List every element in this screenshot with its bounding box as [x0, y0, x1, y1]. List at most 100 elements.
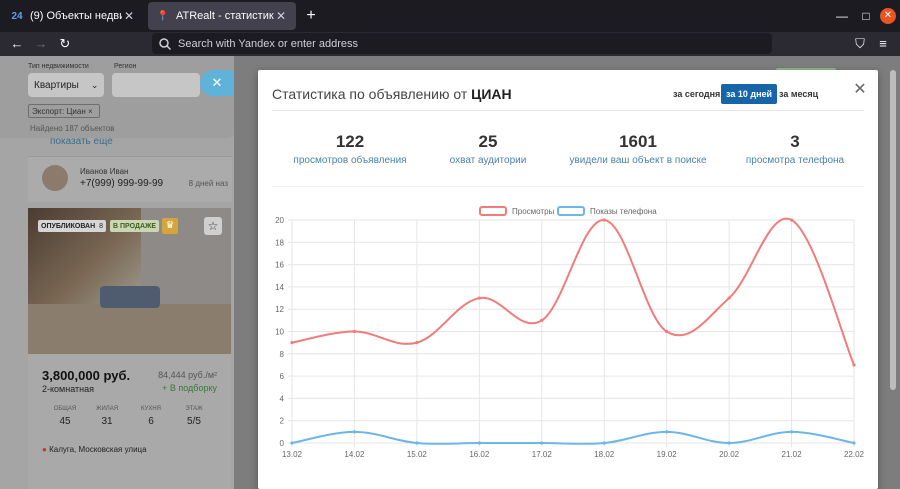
y-tick-label: 18	[275, 238, 284, 247]
y-tick-label: 6	[280, 372, 285, 381]
listing-specs: ОБЩАЯ 45 ЖИЛАЯ 31 КУХНЯ 6 ЭТАЖ 5/5	[28, 406, 231, 442]
modal-title-source: ЦИАН	[471, 86, 512, 102]
spec-label: ЭТАЖ	[185, 406, 203, 412]
tab-bar: 24 (9) Объекты недвижимо ✕ 📍 ATRealt - с…	[0, 0, 900, 32]
data-point	[415, 341, 419, 345]
listing-panel: Тип недвижимости Квартиры ⌄ Регион Экспо…	[0, 56, 234, 489]
stat-views: 122 просмотров объявления	[275, 132, 425, 166]
region-select[interactable]	[112, 73, 200, 97]
data-point	[602, 441, 606, 445]
stat-value: 3	[790, 132, 800, 151]
data-point	[352, 430, 357, 434]
close-icon[interactable]: ✕	[123, 9, 135, 23]
x-tick-label: 15.02	[407, 450, 428, 459]
x-tick-label: 21.02	[782, 450, 803, 459]
period-today-button[interactable]: за сегодня	[673, 89, 721, 99]
period-month-button[interactable]: за месяц	[779, 89, 819, 99]
data-point	[602, 218, 606, 222]
data-point	[540, 318, 544, 322]
data-point	[477, 296, 481, 300]
stat-value: 25	[478, 132, 498, 151]
x-tick-label: 18.02	[594, 450, 615, 459]
badge-published-label: ОПУБЛИКОВАН	[41, 222, 96, 230]
legend-label: Просмотры	[512, 207, 555, 216]
legend-swatch	[479, 206, 507, 216]
modal-title: Статистика по объявлению от ЦИАН	[272, 86, 512, 102]
agent-ago: 8 дней наз	[188, 179, 228, 188]
stats-line-chart: 0 2 4 6 8 10 12 14 16 18 20 13.02 14.02 15.02 16.02 17.…	[275, 206, 865, 459]
listing-photo[interactable]: ОПУБЛИКОВАН 8 В ПРОДАЖЕ ♛ ☆	[28, 208, 231, 354]
listing-price: 3,800,000 руб.	[42, 368, 131, 383]
listing-card[interactable]: ОПУБЛИКОВАН 8 В ПРОДАЖЕ ♛ ☆ 3,800,000 ру…	[28, 208, 231, 489]
x-tick-label: 20.02	[719, 450, 740, 459]
maximize-icon[interactable]: □	[862, 9, 870, 23]
y-tick-label: 2	[280, 417, 285, 426]
pocket-icon[interactable]: ⛉	[855, 36, 865, 51]
filter-chip[interactable]: Экспорт: Циан ×	[28, 104, 100, 118]
y-tick-label: 10	[275, 328, 284, 337]
filter-bar: Тип недвижимости Квартиры ⌄ Регион Экспо…	[0, 56, 234, 138]
close-icon[interactable]: ✕	[853, 81, 867, 98]
tab-title: ATRealt - статистика	[176, 10, 274, 22]
property-type-select[interactable]: Квартиры ⌄	[28, 73, 104, 97]
agent-card: Иванов Иван +7(999) 999-99-99 8 дней наз	[28, 156, 232, 202]
spec-value: 5/5	[187, 416, 201, 427]
period-10-days-button[interactable]: за 10 дней	[721, 84, 778, 104]
data-point	[852, 363, 856, 367]
listing-address-text: Калуга, Московская улица	[49, 445, 147, 454]
data-point	[789, 218, 794, 222]
minimize-icon[interactable]: —	[836, 9, 848, 23]
x-tick-label: 13.02	[282, 450, 303, 459]
x-tick-label: 16.02	[469, 450, 490, 459]
close-filter-button[interactable]: ✕	[200, 70, 234, 96]
favorite-star-icon[interactable]: ☆	[204, 217, 222, 235]
divider	[272, 110, 864, 111]
data-point	[352, 329, 357, 334]
add-to-selection-button[interactable]: + В подборку	[162, 383, 217, 393]
legend-swatch	[557, 206, 585, 216]
property-type-value: Квартиры	[34, 79, 79, 91]
close-icon: ✕	[211, 75, 223, 90]
scrollbar[interactable]	[890, 70, 896, 390]
close-icon[interactable]: ✕	[275, 9, 287, 23]
data-point	[727, 296, 731, 300]
avatar	[42, 165, 68, 191]
data-point	[665, 329, 669, 334]
tab-objects[interactable]: 24 (9) Объекты недвижимо ✕	[2, 2, 144, 30]
new-tab-button[interactable]: +	[306, 7, 316, 24]
series-line-1	[291, 430, 855, 445]
spec-label: ОБЩАЯ	[53, 406, 77, 412]
forward-icon[interactable]: →	[34, 36, 48, 51]
filter-type-label: Тип недвижимости	[28, 63, 89, 70]
y-tick-label: 14	[275, 283, 284, 292]
modal-title-prefix: Статистика по объявлению от	[272, 86, 468, 102]
search-icon	[159, 37, 172, 50]
filter-region-label: Регион	[114, 63, 137, 70]
data-point	[415, 441, 419, 445]
show-more-link[interactable]: показать еще	[50, 136, 113, 147]
back-icon[interactable]: ←	[10, 36, 24, 51]
legend-label: Показы телефона	[590, 207, 657, 216]
data-point	[290, 441, 294, 445]
y-tick-label: 8	[280, 350, 285, 359]
data-point	[290, 341, 294, 345]
window-close-icon[interactable]: ✕	[880, 8, 896, 24]
statistics-modal: Статистика по объявлению от ЦИАН за сего…	[258, 70, 878, 489]
tab-statistics[interactable]: 📍 ATRealt - статистика ✕	[148, 2, 296, 30]
data-point	[789, 430, 794, 434]
spec-label: КУХНЯ	[140, 406, 162, 412]
site-24-icon: 24	[11, 10, 23, 22]
menu-icon[interactable]: ≡	[879, 36, 887, 51]
agent-phone[interactable]: +7(999) 999-99-99	[80, 178, 164, 189]
reload-icon[interactable]: ↻	[59, 36, 71, 51]
spec-value: 45	[59, 416, 71, 427]
stat-value: 122	[335, 132, 365, 151]
address-bar[interactable]: Search with Yandex or enter address	[152, 33, 772, 54]
spec-value: 31	[101, 416, 113, 427]
listing-price-per-m2: 84,444 руб./м²	[158, 370, 217, 380]
stat-label: просмотров объявления	[293, 155, 407, 166]
found-count: Найдено 187 объектов	[30, 124, 115, 133]
spec-label: ЖИЛАЯ	[95, 406, 119, 412]
x-tick-label: 14.02	[344, 450, 365, 459]
series-line-0	[291, 217, 855, 366]
